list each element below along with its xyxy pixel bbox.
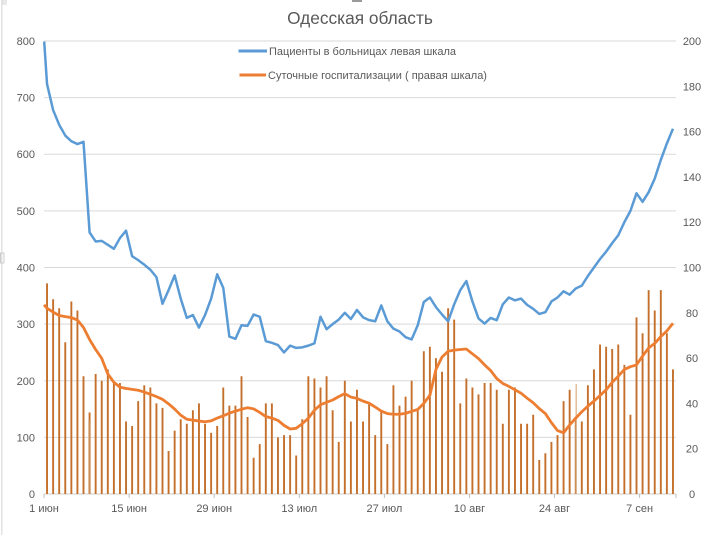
svg-text:800: 800	[17, 36, 35, 48]
svg-text:29 июн: 29 июн	[196, 503, 232, 515]
svg-text:600: 600	[17, 149, 35, 161]
svg-text:120: 120	[683, 217, 701, 229]
svg-text:15 июн: 15 июн	[111, 503, 147, 515]
svg-text:700: 700	[17, 93, 35, 105]
svg-text:Одесская область: Одесская область	[287, 8, 433, 28]
svg-text:300: 300	[17, 319, 35, 331]
svg-text:Пациенты в больницах левая шка: Пациенты в больницах левая шкала	[269, 46, 457, 58]
svg-text:27 июл: 27 июл	[366, 503, 402, 515]
svg-text:500: 500	[17, 206, 35, 218]
svg-text:160: 160	[683, 127, 701, 139]
svg-text:13 июл: 13 июл	[281, 503, 317, 515]
svg-text:20: 20	[686, 444, 698, 456]
svg-text:40: 40	[686, 398, 698, 410]
svg-text:Суточные госпитализации ( прав: Суточные госпитализации ( правая шкала)	[268, 70, 487, 82]
svg-text:7 сен: 7 сен	[626, 503, 653, 515]
svg-text:24 авг: 24 авг	[539, 503, 570, 515]
svg-text:400: 400	[17, 263, 35, 275]
svg-text:80: 80	[686, 308, 698, 320]
svg-text:200: 200	[17, 376, 35, 388]
svg-text:0: 0	[29, 489, 35, 501]
svg-text:200: 200	[683, 36, 701, 48]
svg-text:0: 0	[689, 489, 695, 501]
svg-text:10 авг: 10 авг	[454, 503, 485, 515]
svg-text:100: 100	[17, 432, 35, 444]
svg-text:100: 100	[683, 263, 701, 275]
svg-text:140: 140	[683, 172, 701, 184]
svg-text:60: 60	[686, 353, 698, 365]
svg-text:1 июн: 1 июн	[29, 503, 59, 515]
svg-text:180: 180	[683, 81, 701, 93]
